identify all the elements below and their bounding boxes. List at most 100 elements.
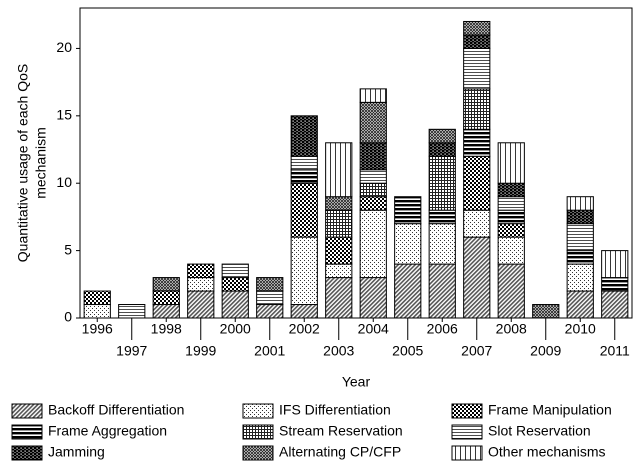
y-tick-label: 15 (56, 107, 72, 123)
legend-label: Other mechanisms (488, 444, 605, 460)
bar-segment (532, 304, 560, 319)
legend-label: Alternating CP/CFP (279, 444, 401, 460)
y-axis-title: Quantitative usage of each QoS (15, 64, 31, 262)
bar-segment (83, 304, 111, 319)
bar-segment (497, 236, 525, 265)
bar-segment (566, 223, 594, 252)
bar-segment (463, 34, 491, 49)
bar-segment (601, 290, 629, 319)
plot-frame (79, 7, 633, 319)
bar-segment (359, 142, 387, 171)
bar-segment (290, 236, 318, 306)
bar-segment (463, 47, 491, 90)
legend-label: IFS Differentiation (279, 402, 391, 418)
bar-segment (325, 142, 353, 198)
legend-label: Jamming (48, 444, 105, 460)
bar-segment (566, 209, 594, 225)
x-tick-label: 2011 (600, 343, 630, 359)
bar-segment (566, 290, 594, 319)
bar-segment (359, 196, 387, 211)
bar-segment (221, 277, 249, 292)
bar-segment (83, 290, 111, 306)
bar-segment (325, 209, 353, 238)
y-tick-label: 0 (64, 309, 72, 325)
x-tick-label: 2005 (392, 343, 423, 359)
bar-segment (428, 142, 456, 157)
bar-segment (394, 263, 422, 319)
bar-segment (290, 304, 318, 319)
bar-segment (394, 196, 422, 225)
legend-swatch (451, 424, 483, 440)
bar-segment (290, 115, 318, 157)
bar-segment (463, 155, 491, 211)
bar-segment (428, 223, 456, 265)
bar-segment (187, 290, 215, 319)
x-tick-label: 2002 (289, 321, 320, 337)
legend-label: Slot Reservation (488, 423, 591, 439)
bar-segment (325, 277, 353, 319)
x-tick-label: 2001 (254, 343, 285, 359)
bar-segment (359, 209, 387, 279)
bar-segment (290, 169, 318, 184)
bar-segment (497, 209, 525, 225)
bar-segment (325, 236, 353, 265)
x-tick-label: 2006 (427, 321, 458, 337)
legend-swatch (242, 403, 274, 419)
bar-segment (152, 290, 180, 306)
x-tick-label: 2009 (530, 343, 561, 359)
bar-segment (497, 182, 525, 198)
bar-segment (359, 88, 387, 103)
bar-segment (463, 209, 491, 238)
legend-label: Frame Manipulation (488, 402, 612, 418)
x-tick-label: 2004 (358, 321, 389, 337)
bar-segment (359, 101, 387, 144)
bar-segment (394, 223, 422, 265)
bar-segment (359, 182, 387, 198)
bar-segment (187, 263, 215, 279)
legend-swatch (11, 403, 43, 419)
y-tick-label: 10 (56, 174, 72, 190)
legend-swatch (451, 403, 483, 419)
bar-segment (359, 169, 387, 184)
bar-segment (290, 155, 318, 171)
legend-label: Stream Reservation (279, 423, 403, 439)
bar-segment (256, 290, 284, 306)
bar-segment (325, 196, 353, 211)
bar-segment (497, 263, 525, 319)
bar-segment (428, 155, 456, 211)
bar-segment (463, 128, 491, 157)
x-tick-label: 2008 (496, 321, 527, 337)
bar-segment (566, 263, 594, 292)
x-tick-label: 1999 (185, 343, 216, 359)
legend-label: Frame Aggregation (48, 423, 167, 439)
bar-segment (497, 142, 525, 184)
bar-segment (325, 263, 353, 279)
bar-segment (428, 128, 456, 144)
bar-segment (118, 304, 146, 319)
legend-swatch (11, 424, 43, 440)
bar-segment (256, 304, 284, 319)
y-tick-label: 5 (64, 241, 72, 257)
x-axis-title: Year (342, 374, 371, 390)
bar-segment (497, 196, 525, 211)
bar-segment (221, 290, 249, 319)
legend-swatch (242, 445, 274, 461)
bar-segment (497, 223, 525, 238)
y-tick-label: 20 (56, 39, 72, 55)
x-tick-label: 1997 (116, 343, 147, 359)
bar-segment (428, 263, 456, 319)
bar-segment (359, 277, 387, 319)
bar-segment (463, 236, 491, 319)
y-axis-title: mechanism (33, 127, 49, 199)
legend-swatch (451, 445, 483, 461)
bar-segment (152, 304, 180, 319)
bar-segment (601, 250, 629, 279)
legend-label: Backoff Differentiation (48, 402, 184, 418)
bar-segment (290, 182, 318, 238)
bar-segment (152, 277, 180, 292)
x-tick-label: 2010 (565, 321, 596, 337)
x-tick-label: 1996 (82, 321, 113, 337)
bar-segment (221, 263, 249, 279)
bar-segment (428, 209, 456, 225)
